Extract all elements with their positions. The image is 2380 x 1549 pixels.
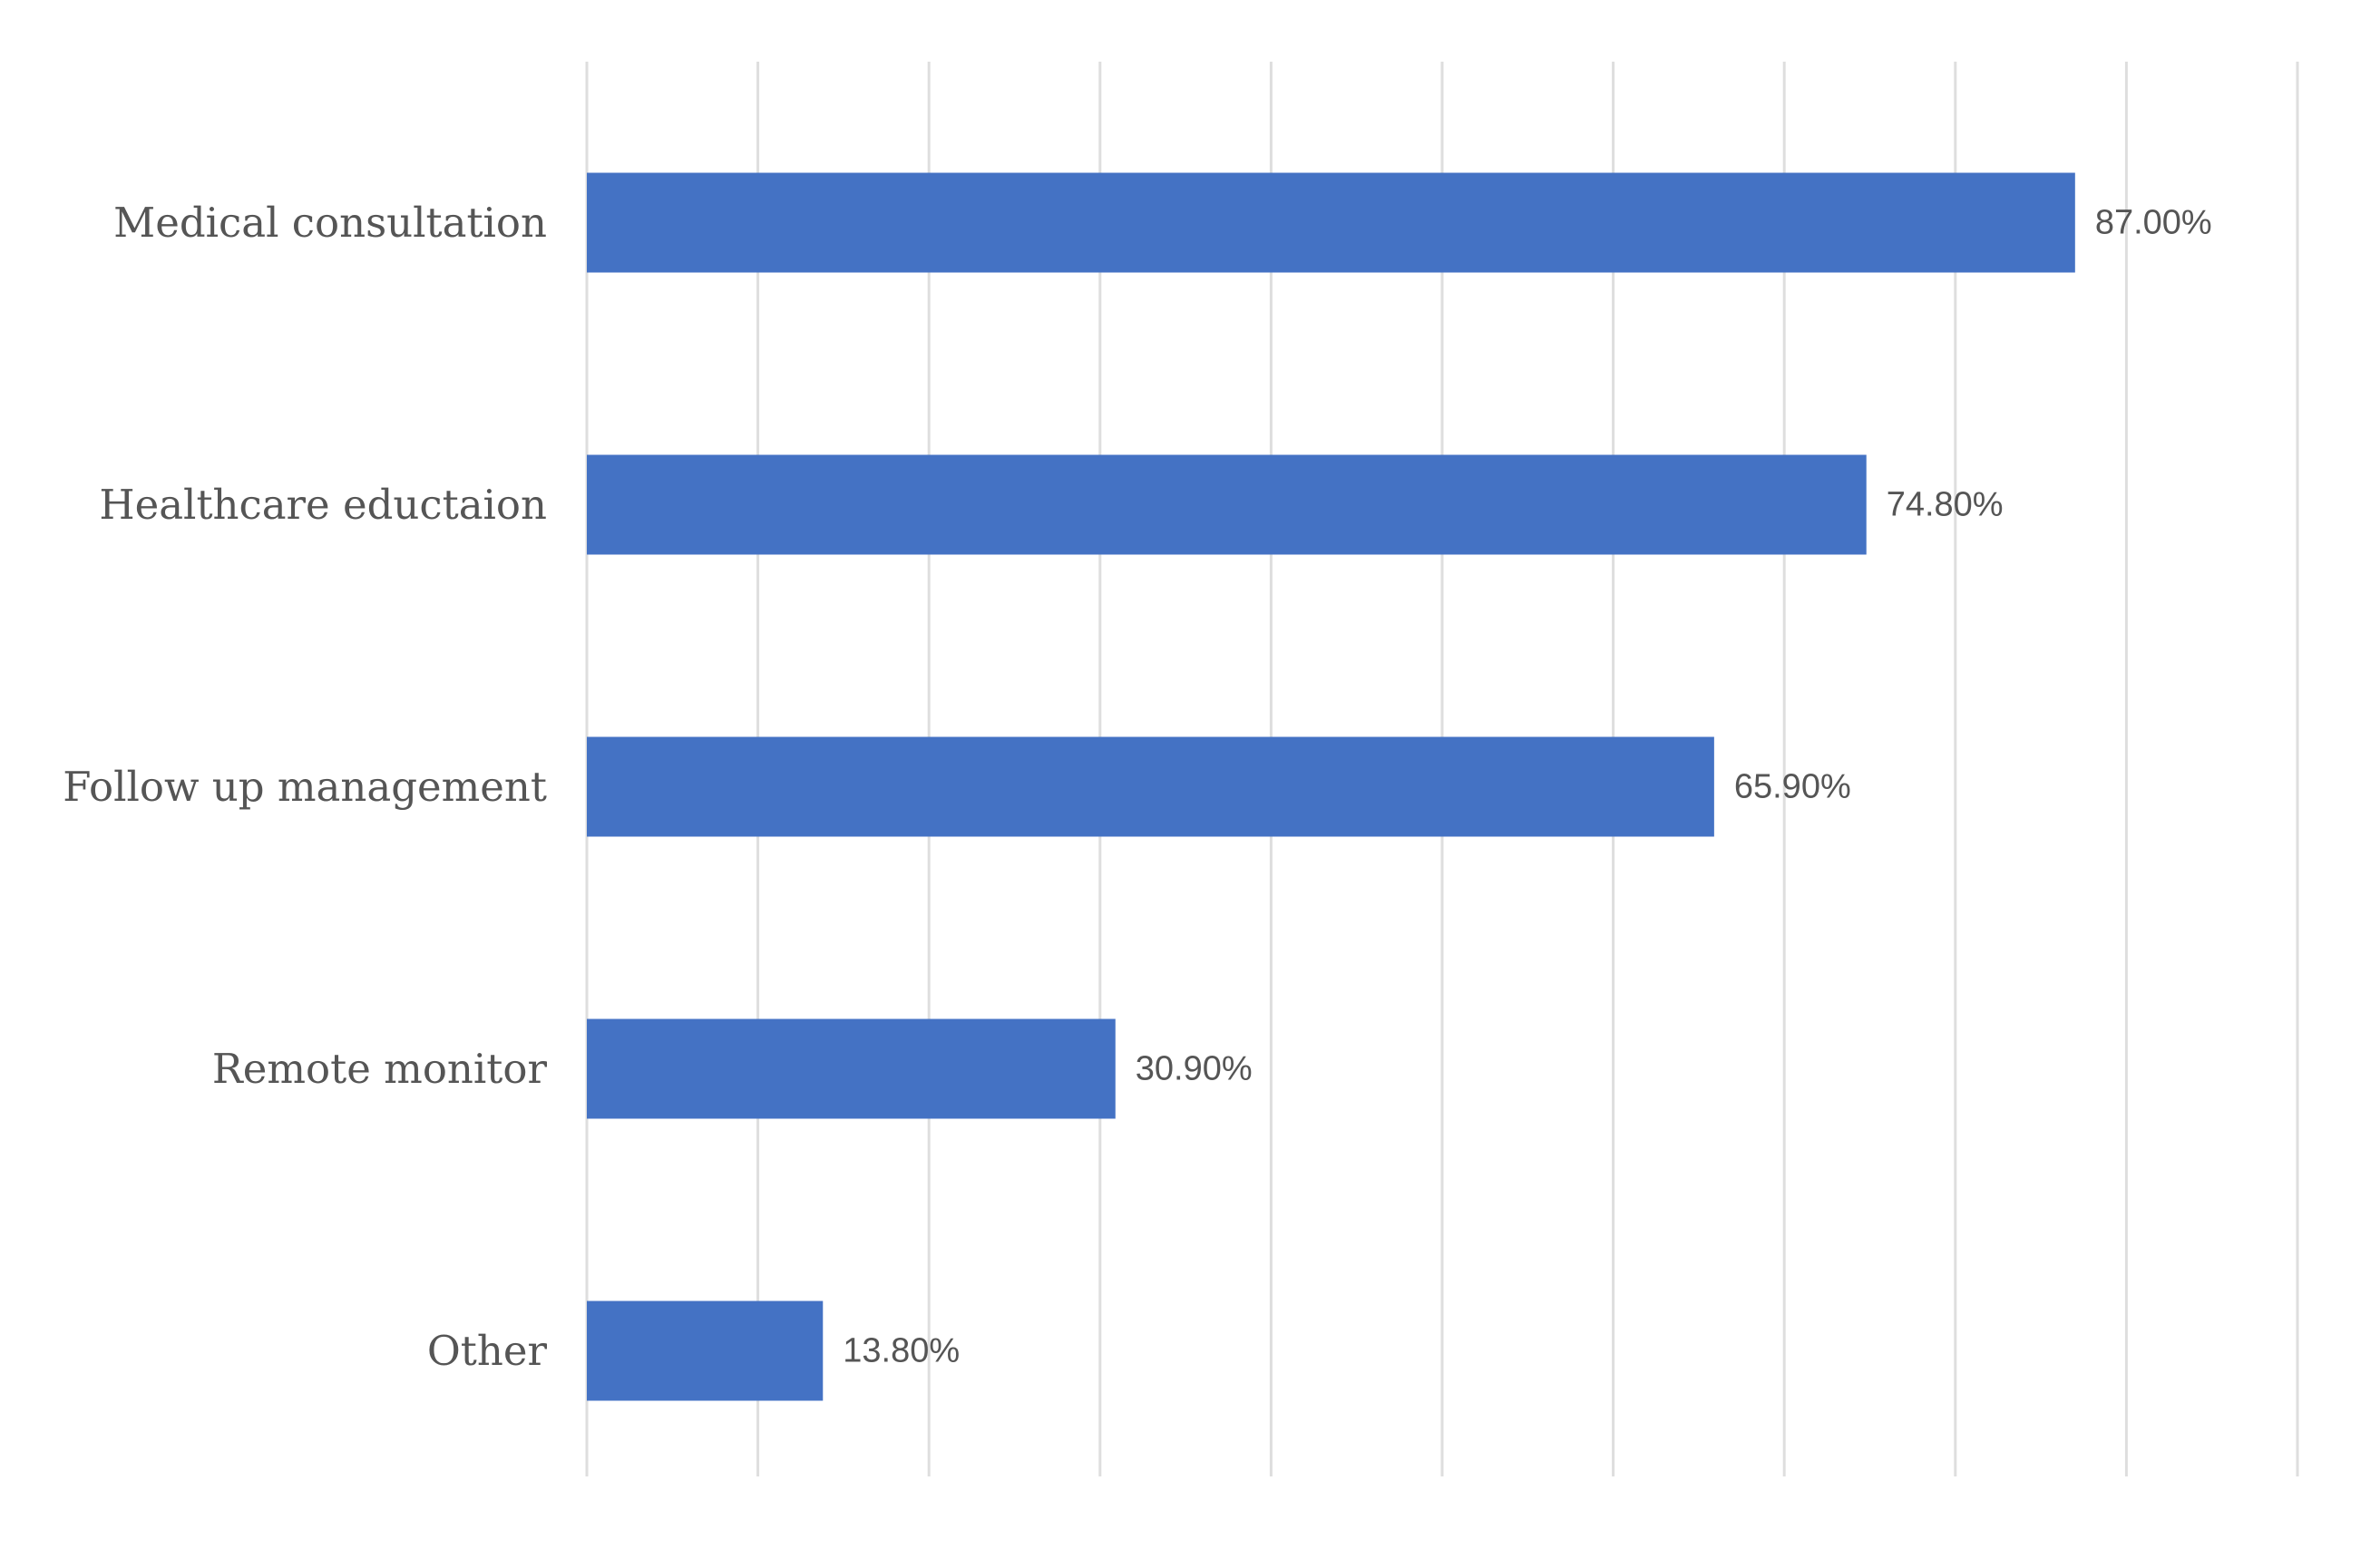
category-label: Remote monitor (212, 1045, 548, 1093)
bar (587, 454, 1867, 555)
data-label: 74.80% (1887, 486, 2004, 524)
bar (587, 736, 1714, 837)
bar (587, 1018, 1116, 1119)
bar (587, 172, 2075, 273)
category-label: Follow up management (63, 763, 547, 811)
bars (587, 172, 2075, 1401)
data-label: 65.90% (1734, 768, 1851, 806)
category-label: Other (427, 1327, 548, 1375)
data-label: 87.00% (2095, 204, 2212, 242)
category-label: Healthcare eductaion (99, 481, 547, 529)
category-labels: Medical consultation Healthcare eductaion… (63, 199, 547, 1375)
category-label: Medical consultation (113, 199, 547, 247)
bar (587, 1301, 824, 1401)
value-labels: 87.00% 74.80% 65.90% 30.90% 13.80% (843, 204, 2211, 1370)
data-label: 13.80% (843, 1332, 960, 1370)
data-label: 30.90% (1136, 1050, 1253, 1088)
